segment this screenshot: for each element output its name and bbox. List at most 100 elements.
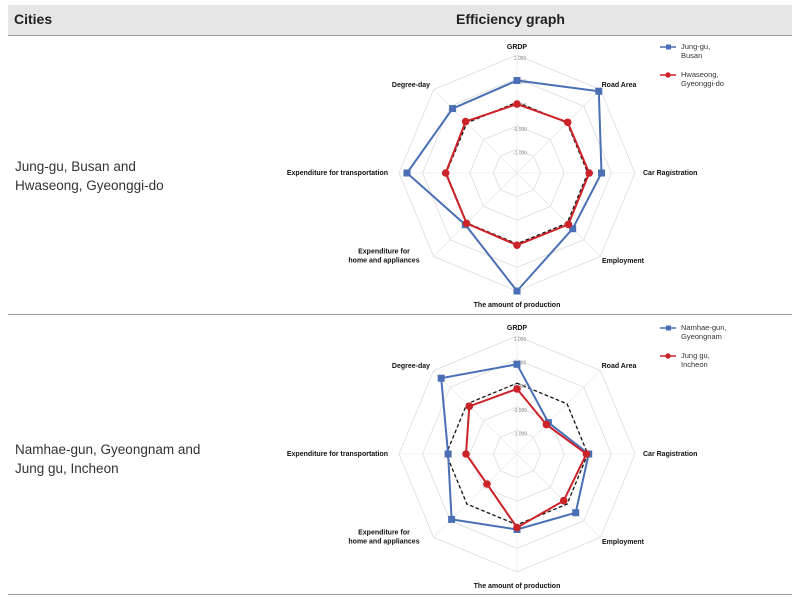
legend-swatch-marker — [665, 353, 671, 359]
data-point-circle — [513, 385, 521, 393]
data-point-square — [595, 87, 603, 95]
data-point-circle — [465, 402, 474, 411]
data-point-square — [449, 105, 457, 113]
data-point-square — [572, 509, 580, 517]
axis-label-line: GRDP — [507, 325, 528, 332]
axis-label-line: Car Ragistration — [643, 170, 697, 177]
city-label-line: Jung-gu, Busan and — [15, 159, 136, 174]
data-point-circle — [564, 220, 573, 229]
axis-label: Degree-day — [392, 82, 430, 89]
data-point-square — [444, 450, 452, 458]
legend-label: Jung gu, Incheon — [681, 351, 710, 369]
tick-label: -1.000 — [513, 431, 527, 437]
legend-swatch-marker — [666, 325, 671, 331]
data-point-square — [513, 77, 521, 84]
data-point-circle — [462, 219, 471, 228]
axis-label-line: home and appliances — [348, 539, 419, 546]
data-point-circle — [513, 100, 521, 108]
data-point-circle — [585, 169, 593, 177]
legend-label-line: Jung-gu, — [681, 42, 710, 51]
axis-label: Expenditure for home and appliances — [348, 249, 419, 265]
data-point-square — [437, 374, 445, 382]
data-point-circle — [441, 169, 450, 177]
data-point-square — [513, 360, 521, 368]
tick-label: -0.500 — [513, 127, 527, 133]
axis-label: Expenditure for transportation — [287, 170, 388, 177]
data-point-circle — [483, 480, 491, 488]
axis-label: Degree-day — [392, 363, 430, 370]
axis-spoke — [516, 370, 601, 455]
axis-label-line: The amount of production — [474, 583, 561, 590]
data-point-circle — [461, 117, 470, 126]
axis-label-line: Employment — [602, 539, 645, 546]
axis-label-line: Expenditure for — [358, 249, 410, 256]
axis-label: Expenditure for transportation — [287, 451, 388, 458]
axis-label-line: Degree-day — [392, 363, 430, 370]
axis-label-line: Expenditure for transportation — [287, 170, 388, 177]
city-pair-label-1: Jung-gu, Busan and Hwaseong, Gyeonggi-do — [15, 157, 235, 195]
axis-spoke — [516, 89, 601, 174]
axis-label-line: Road Area — [602, 82, 637, 89]
legend-label: Namhae-gun, Gyeongnam — [681, 323, 726, 341]
legend-swatch-marker — [665, 72, 671, 78]
legend-label: Jung-gu, Busan — [681, 42, 710, 60]
axis-label-line: Road Area — [602, 363, 637, 370]
data-point-circle — [542, 420, 551, 429]
axis-label-line: Expenditure for — [358, 530, 410, 537]
city-pair-label-2: Namhae-gun, Gyeongnam and Jung gu, Inche… — [15, 440, 235, 478]
axis-label-line: home and appliances — [348, 258, 419, 265]
legend-label-line: Gyeongnam — [681, 332, 722, 341]
axis-label-line: Expenditure for transportation — [287, 451, 388, 458]
axis-label: GRDP — [507, 325, 528, 332]
axis-spoke — [433, 89, 518, 174]
legend-label-line: Gyeonggi-do — [681, 79, 724, 88]
legend-swatch-marker — [666, 44, 671, 50]
legend-label-line: Incheon — [681, 360, 708, 369]
axis-label: Expenditure for home and appliances — [348, 530, 419, 546]
axis-label-line: Degree-day — [392, 82, 430, 89]
axis-label: GRDP — [507, 44, 528, 51]
data-point-circle — [582, 450, 591, 458]
data-point-square — [513, 287, 521, 295]
axis-label: Road Area — [602, 82, 637, 89]
legend-label-line: Jung gu, — [681, 351, 710, 360]
city-label-line: Jung gu, Incheon — [15, 461, 119, 476]
axis-label: Employment — [602, 258, 645, 265]
axis-label: Car Ragistration — [643, 170, 697, 177]
axis-label-line: The amount of production — [474, 302, 561, 309]
city-label-line: Namhae-gun, Gyeongnam and — [15, 442, 201, 457]
axis-label: Car Ragistration — [643, 451, 697, 458]
axis-label: Employment — [602, 539, 645, 546]
axis-label-line: Car Ragistration — [643, 451, 697, 458]
axis-label: The amount of production — [474, 302, 561, 309]
data-point-circle — [563, 118, 572, 127]
data-point-circle — [462, 450, 470, 458]
data-point-square — [598, 169, 605, 177]
axis-label: The amount of production — [474, 583, 561, 590]
data-point-circle — [513, 241, 521, 249]
axis-spoke — [433, 370, 518, 455]
legend-label-line: Busan — [681, 51, 702, 60]
axis-spoke — [433, 453, 518, 538]
axis-spoke — [516, 172, 601, 257]
tick-label: 1.000 — [514, 337, 527, 343]
data-point-square — [403, 169, 411, 177]
table-header: Cities Efficiency graph — [8, 5, 792, 36]
city-label-line: Hwaseong, Gyeonggi-do — [15, 178, 164, 193]
tick-label: -1.000 — [513, 150, 527, 156]
column-header-efficiency-graph: Efficiency graph — [456, 11, 565, 27]
axis-label-line: Employment — [602, 258, 645, 265]
axis-label-line: GRDP — [507, 44, 528, 51]
tick-label: 1.000 — [514, 56, 527, 62]
legend-label-line: Hwaseong, — [681, 70, 719, 79]
data-point-square — [569, 225, 577, 233]
data-point-circle — [559, 496, 568, 505]
column-header-cities: Cities — [14, 11, 53, 27]
row-divider — [8, 314, 792, 315]
data-point-circle — [513, 523, 521, 532]
legend-label: Hwaseong, Gyeonggi-do — [681, 70, 724, 88]
data-point-square — [448, 515, 456, 523]
axis-label: Road Area — [602, 363, 637, 370]
